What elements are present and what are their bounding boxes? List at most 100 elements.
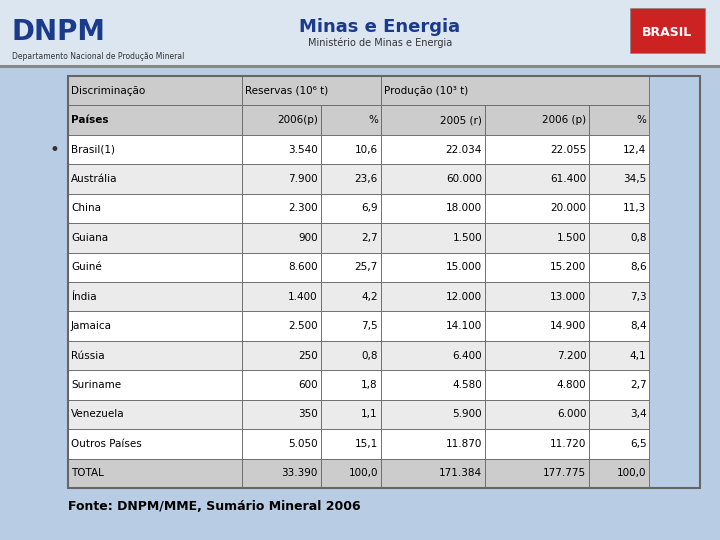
Text: 2006 (p): 2006 (p) <box>542 115 586 125</box>
Bar <box>242 282 321 312</box>
Text: 100,0: 100,0 <box>348 468 378 478</box>
Bar <box>381 76 649 105</box>
Bar <box>321 370 381 400</box>
Text: 350: 350 <box>298 409 318 420</box>
Text: DNPM: DNPM <box>12 18 106 46</box>
Bar <box>242 223 321 253</box>
Text: 600: 600 <box>298 380 318 390</box>
Bar <box>485 370 590 400</box>
Text: 23,6: 23,6 <box>354 174 378 184</box>
Text: 25,7: 25,7 <box>354 262 378 272</box>
Text: 5.050: 5.050 <box>288 439 318 449</box>
Bar <box>485 429 590 458</box>
Bar <box>381 253 485 282</box>
Bar <box>0 65 720 68</box>
Bar <box>590 253 649 282</box>
Text: 177.775: 177.775 <box>544 468 586 478</box>
Bar <box>242 341 321 370</box>
Text: 3.540: 3.540 <box>288 145 318 154</box>
Text: 0,8: 0,8 <box>630 233 647 243</box>
Text: 4,1: 4,1 <box>630 350 647 361</box>
Bar <box>242 400 321 429</box>
Text: 4,2: 4,2 <box>361 292 378 302</box>
Bar <box>321 458 381 488</box>
Text: 250: 250 <box>298 350 318 361</box>
Bar <box>381 370 485 400</box>
Bar <box>321 194 381 223</box>
Bar <box>321 429 381 458</box>
Text: 15,1: 15,1 <box>354 439 378 449</box>
Text: Guiné: Guiné <box>71 262 102 272</box>
Text: 11,3: 11,3 <box>624 204 647 213</box>
Bar <box>68 370 242 400</box>
Text: Minas e Energia: Minas e Energia <box>300 18 461 36</box>
Text: 7,3: 7,3 <box>630 292 647 302</box>
Bar <box>68 135 242 164</box>
Bar <box>381 341 485 370</box>
Bar <box>321 253 381 282</box>
Text: 2.300: 2.300 <box>288 204 318 213</box>
Bar <box>590 341 649 370</box>
Text: 1.500: 1.500 <box>557 233 586 243</box>
Bar <box>68 341 242 370</box>
Text: 1,8: 1,8 <box>361 380 378 390</box>
Bar <box>485 135 590 164</box>
Text: Índia: Índia <box>71 292 96 302</box>
Text: 100,0: 100,0 <box>617 468 647 478</box>
Text: 12,4: 12,4 <box>624 145 647 154</box>
Text: 6,5: 6,5 <box>630 439 647 449</box>
Text: 2.500: 2.500 <box>288 321 318 331</box>
Bar <box>321 164 381 194</box>
Bar <box>242 253 321 282</box>
Bar <box>590 429 649 458</box>
Text: Discriminação: Discriminação <box>71 86 145 96</box>
Text: Outros Países: Outros Países <box>71 439 142 449</box>
Bar <box>590 400 649 429</box>
Bar <box>321 135 381 164</box>
Text: Brasil(1): Brasil(1) <box>71 145 115 154</box>
Text: 13.000: 13.000 <box>550 292 586 302</box>
Bar <box>485 282 590 312</box>
Text: Rússia: Rússia <box>71 350 104 361</box>
Bar <box>68 164 242 194</box>
Bar <box>381 400 485 429</box>
Bar <box>381 223 485 253</box>
Bar <box>590 135 649 164</box>
Bar <box>485 458 590 488</box>
Bar <box>242 194 321 223</box>
Text: BRASIL: BRASIL <box>642 25 692 38</box>
Bar <box>321 105 381 135</box>
Text: 60.000: 60.000 <box>446 174 482 184</box>
Bar <box>590 282 649 312</box>
Bar <box>485 194 590 223</box>
Bar <box>68 105 242 135</box>
Bar <box>590 370 649 400</box>
Bar <box>590 223 649 253</box>
Bar <box>590 458 649 488</box>
Bar <box>0 0 720 65</box>
Text: 8,4: 8,4 <box>630 321 647 331</box>
Text: TOTAL: TOTAL <box>71 468 104 478</box>
Text: 15.000: 15.000 <box>446 262 482 272</box>
Bar <box>242 458 321 488</box>
Bar <box>321 312 381 341</box>
Bar <box>381 458 485 488</box>
Bar <box>485 400 590 429</box>
Bar <box>68 253 242 282</box>
Text: 1,1: 1,1 <box>361 409 378 420</box>
Text: 7.200: 7.200 <box>557 350 586 361</box>
Text: 11.870: 11.870 <box>446 439 482 449</box>
Text: 14.900: 14.900 <box>550 321 586 331</box>
Text: 8,6: 8,6 <box>630 262 647 272</box>
Text: China: China <box>71 204 101 213</box>
Text: Jamaica: Jamaica <box>71 321 112 331</box>
Bar <box>485 253 590 282</box>
Bar <box>485 164 590 194</box>
Text: Fonte: DNPM/MME, Sumário Mineral 2006: Fonte: DNPM/MME, Sumário Mineral 2006 <box>68 500 361 512</box>
Bar <box>68 76 242 105</box>
Text: %: % <box>368 115 378 125</box>
Bar <box>242 164 321 194</box>
Text: 20.000: 20.000 <box>550 204 586 213</box>
Bar <box>590 312 649 341</box>
Text: 33.390: 33.390 <box>282 468 318 478</box>
